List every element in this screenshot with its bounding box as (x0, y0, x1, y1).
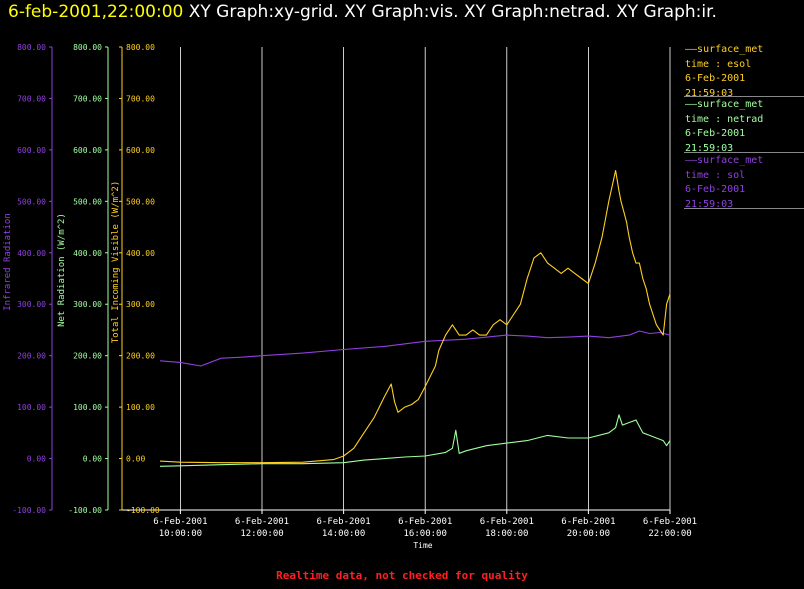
legend-date: 6-Feb-2001 (685, 184, 746, 195)
y-tick-label: -100.00 (126, 506, 160, 515)
legend-series-name: ——surface_met (685, 155, 764, 166)
x-tick-label-time: 22:00:00 (648, 529, 691, 539)
x-tick-label-time: 20:00:00 (567, 529, 610, 539)
x-tick-label-date: 6-Feb-2001 (153, 517, 207, 527)
legend-series-name: ——surface_met (685, 99, 764, 110)
legend-entry-sol: ——surface_met time : sol 6-Feb-2001 21:5… (685, 154, 763, 212)
x-tick-label-time: 16:00:00 (404, 529, 447, 539)
y-tick-label: 400.00 (17, 249, 46, 258)
legend-time: 21:59:03 (685, 198, 734, 210)
y-tick-label: 600.00 (73, 146, 102, 155)
x-tick-label-time: 12:00:00 (240, 529, 283, 539)
legend-time: 21:59:03 (685, 142, 734, 154)
series-line-sol (159, 330, 671, 367)
x-tick-label-date: 6-Feb-2001 (561, 517, 615, 527)
legend-date: 6-Feb-2001 (685, 128, 746, 139)
y-tick-label: 800.00 (17, 43, 46, 52)
graph-header: 6-feb-2001,22:00:00 XY Graph:xy-grid. XY… (8, 2, 717, 22)
legend-date: 6-Feb-2001 (685, 73, 746, 84)
y-tick-label: 300.00 (17, 300, 46, 309)
y-tick-label: -100.00 (68, 506, 102, 515)
y-tick-label: 400.00 (126, 249, 155, 258)
legend-time: 21:59:03 (685, 87, 734, 99)
x-tick-label-date: 6-Feb-2001 (398, 517, 452, 527)
legend-variable: time : netrad (685, 113, 764, 125)
x-tick-label-date: 6-Feb-2001 (643, 517, 697, 527)
header-graph-list: XY Graph:xy-grid. XY Graph:vis. XY Graph… (188, 2, 717, 22)
legend-entry-esol: ——surface_met time : esol 6-Feb-2001 21:… (685, 43, 763, 101)
y-tick-label: 500.00 (126, 197, 155, 206)
y-tick-label: 600.00 (17, 146, 46, 155)
quality-warning: Realtime data, not checked for quality (276, 569, 528, 582)
y-tick-label: 700.00 (126, 94, 155, 103)
y-tick-label: 600.00 (126, 146, 155, 155)
x-tick-label-time: 14:00:00 (322, 529, 365, 539)
y-tick-label: 700.00 (17, 94, 46, 103)
y-tick-label: 100.00 (17, 403, 46, 412)
y-tick-label: 0.00 (83, 455, 102, 464)
y-tick-label: 200.00 (73, 352, 102, 361)
x-tick-label-date: 6-Feb-2001 (317, 517, 371, 527)
series-line-esol (159, 169, 671, 464)
series-line-netrad (159, 414, 671, 467)
y-axis-title-netrad: Net Radiation (W/m^2) (57, 213, 67, 327)
legend-divider (684, 208, 804, 209)
y-tick-label: 200.00 (17, 352, 46, 361)
y-axis-title-infrared: Infrared Radiation (3, 213, 13, 311)
legend-variable: time : sol (685, 169, 746, 181)
y-tick-label: 500.00 (73, 197, 102, 206)
x-tick-label-time: 18:00:00 (485, 529, 528, 539)
y-tick-label: 400.00 (73, 249, 102, 258)
legend-variable: time : esol (685, 58, 752, 70)
legend-divider (684, 96, 804, 97)
y-tick-label: 100.00 (73, 403, 102, 412)
x-tick-label-date: 6-Feb-2001 (235, 517, 289, 527)
y-tick-label: 800.00 (126, 43, 155, 52)
x-tick-label-date: 6-Feb-2001 (480, 517, 534, 527)
y-tick-label: 0.00 (126, 455, 145, 464)
y-tick-label: 700.00 (73, 94, 102, 103)
y-tick-label: -100.00 (12, 506, 46, 515)
legend-divider (684, 152, 804, 153)
y-tick-label: 0.00 (27, 455, 46, 464)
y-tick-label: 300.00 (73, 300, 102, 309)
legend-series-name: ——surface_met (685, 44, 764, 55)
y-axis-title-visible: Total Incoming Visible (W/m^2) (111, 181, 121, 344)
header-timestamp: 6-feb-2001,22:00:00 (8, 2, 184, 22)
x-tick-label-time: 10:00:00 (159, 529, 202, 539)
y-tick-label: 300.00 (126, 300, 155, 309)
y-tick-label: 200.00 (126, 352, 155, 361)
y-tick-label: 500.00 (17, 197, 46, 206)
x-axis-label: Time (413, 541, 432, 550)
legend-entry-netrad: ——surface_met time : netrad 6-Feb-2001 2… (685, 98, 763, 156)
y-tick-label: 100.00 (126, 403, 155, 412)
y-tick-label: 800.00 (73, 43, 102, 52)
